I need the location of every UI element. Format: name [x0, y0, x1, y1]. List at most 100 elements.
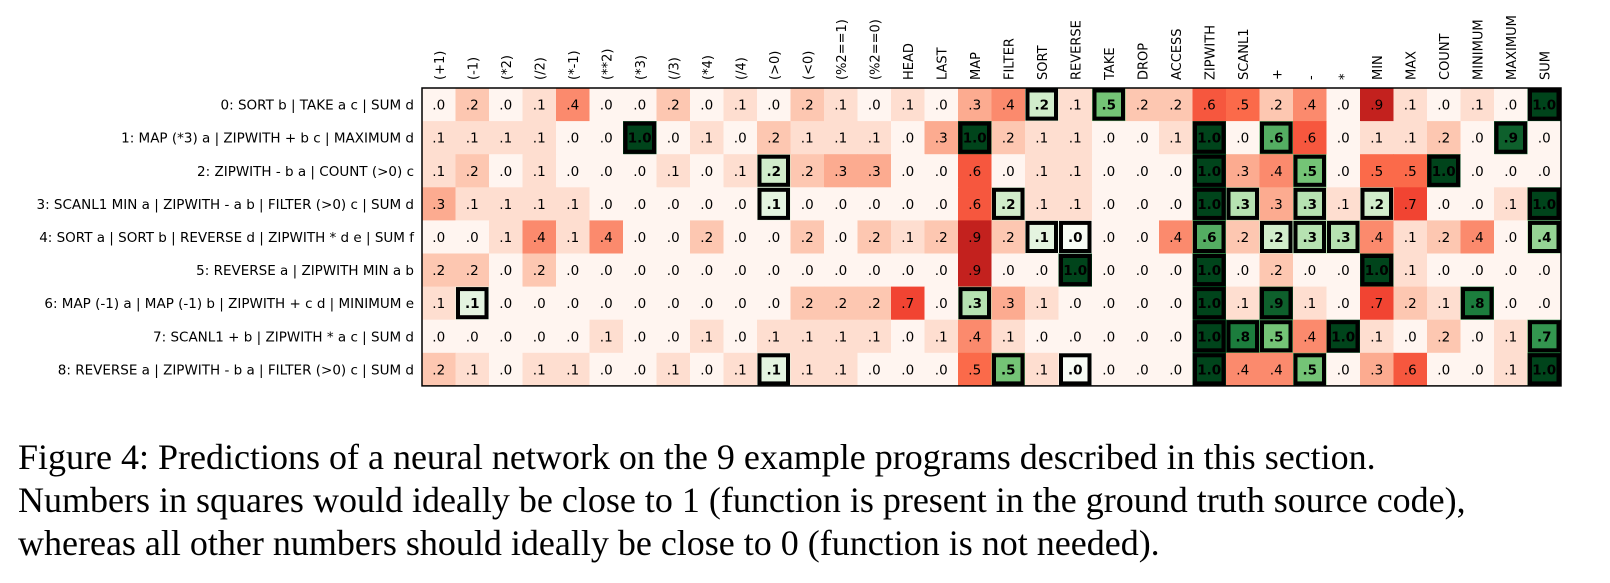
- ground-truth-box: [1193, 320, 1226, 353]
- cell-value: .2: [801, 296, 814, 312]
- cell-value: .8: [1235, 329, 1250, 345]
- ground-truth-box: [623, 121, 656, 154]
- cell-value: .1: [1303, 296, 1316, 312]
- cell-value: .0: [700, 263, 713, 279]
- cell-value: .0: [1504, 230, 1517, 246]
- cell-value: .0: [533, 329, 546, 345]
- heatmap-cell: [1058, 319, 1093, 354]
- heatmap-cell: [1427, 319, 1461, 354]
- heatmap-cell: [1125, 187, 1160, 221]
- cell-value: .0: [600, 98, 613, 114]
- cell-value: .0: [1504, 98, 1517, 114]
- heatmap-cell: [589, 88, 624, 122]
- cell-value: .0: [700, 296, 713, 312]
- ground-truth-box: [1260, 220, 1293, 253]
- heatmap-cell: [1226, 88, 1260, 122]
- heatmap-cell: [522, 121, 557, 155]
- heatmap-cell: [1494, 352, 1528, 387]
- cell-value: .0: [667, 131, 680, 147]
- cell-value: .2: [432, 362, 445, 378]
- heatmap-cell: [556, 220, 590, 254]
- ground-truth-box: [1461, 287, 1494, 320]
- heatmap-cell: [489, 319, 523, 354]
- heatmap-cell: [656, 88, 691, 122]
- cell-value: .0: [1471, 362, 1484, 378]
- cell-value: .1: [1404, 263, 1417, 279]
- heatmap-cell: [891, 319, 925, 354]
- cell-value: .2: [1002, 131, 1015, 147]
- heatmap-cell: [1393, 352, 1428, 387]
- column-label: FILTER: [1002, 38, 1017, 80]
- cell-value: .2: [1002, 230, 1015, 246]
- caption-line-1: Figure 4: Predictions of a neural networ…: [18, 437, 1376, 477]
- heatmap-cell: [1293, 286, 1327, 321]
- cell-value: .0: [1169, 164, 1182, 180]
- column-label: +: [1270, 69, 1285, 80]
- heatmap-cell: [690, 352, 724, 387]
- cell-value: .2: [868, 230, 881, 246]
- cell-value: .1: [1370, 329, 1383, 345]
- heatmap-cell: [1360, 121, 1394, 155]
- heatmap-cell-present: [1527, 88, 1562, 122]
- heatmap-cell: [489, 286, 523, 321]
- heatmap-cell: [790, 220, 825, 254]
- row-label: 6: MAP (-1) a | MAP (-1) b | ZIPWITH + c…: [44, 296, 414, 312]
- cell-value: .3: [868, 164, 881, 180]
- heatmap-cell: [958, 253, 992, 288]
- heatmap-cell: [1427, 286, 1461, 321]
- row-label: 2: ZIPWITH - b a | COUNT (>0) c: [197, 164, 414, 180]
- cell-value: .0: [935, 164, 948, 180]
- ground-truth-box: [1059, 254, 1092, 287]
- heatmap-cell: [1125, 154, 1160, 188]
- heatmap-cell: [1226, 220, 1260, 254]
- cell-value: .1: [1471, 98, 1484, 114]
- cell-value: 1.0: [1197, 197, 1221, 213]
- cell-value: .1: [766, 362, 781, 378]
- cell-value: .7: [1537, 329, 1552, 345]
- heatmap-cell: [455, 121, 490, 155]
- ground-truth-box: [757, 154, 790, 187]
- cell-value: .0: [868, 197, 881, 213]
- column-label: HEAD: [902, 43, 917, 80]
- cell-value: .0: [600, 131, 613, 147]
- heatmap-cell-present: [1527, 187, 1562, 221]
- heatmap-cell-present: [1494, 121, 1528, 155]
- cell-value: .0: [600, 263, 613, 279]
- heatmap-cell: [757, 286, 791, 321]
- heatmap-cell-present: [1025, 220, 1059, 254]
- ground-truth-box: [1260, 121, 1293, 154]
- heatmap-cell: [1125, 352, 1160, 387]
- heatmap-cell: [455, 253, 490, 288]
- heatmap-cell: [958, 154, 992, 188]
- heatmap-cell: [1460, 352, 1495, 387]
- heatmap-cell: [857, 253, 892, 288]
- heatmap-cell-present: [1058, 220, 1093, 254]
- cell-value: .0: [901, 131, 914, 147]
- heatmap-cell: [1159, 121, 1193, 155]
- heatmap-cell: [589, 187, 624, 221]
- cell-value: .9: [968, 230, 981, 246]
- cell-value: .4: [1169, 230, 1182, 246]
- cell-value: .0: [566, 164, 579, 180]
- ground-truth-box: [1528, 220, 1561, 253]
- cell-value: .0: [499, 164, 512, 180]
- heatmap-cell: [723, 121, 758, 155]
- cell-value: .0: [868, 263, 881, 279]
- heatmap-cell: [1226, 154, 1260, 188]
- cell-value: .3: [1336, 230, 1351, 246]
- ground-truth-box: [1193, 187, 1226, 220]
- heatmap-cell: [589, 154, 624, 188]
- cell-value: .1: [801, 362, 814, 378]
- cell-value: .0: [499, 263, 512, 279]
- cell-value: .3: [935, 131, 948, 147]
- heatmap-cell: [522, 220, 557, 254]
- heatmap-cell: [924, 253, 959, 288]
- heatmap-cell: [924, 154, 959, 188]
- cell-value: .0: [700, 197, 713, 213]
- heatmap-cell: [1293, 253, 1327, 288]
- cell-value: .3: [967, 296, 982, 312]
- cell-value: .0: [1538, 296, 1551, 312]
- heatmap-cell: [1025, 121, 1059, 155]
- heatmap-cell: [422, 121, 456, 155]
- cell-value: .0: [1136, 164, 1149, 180]
